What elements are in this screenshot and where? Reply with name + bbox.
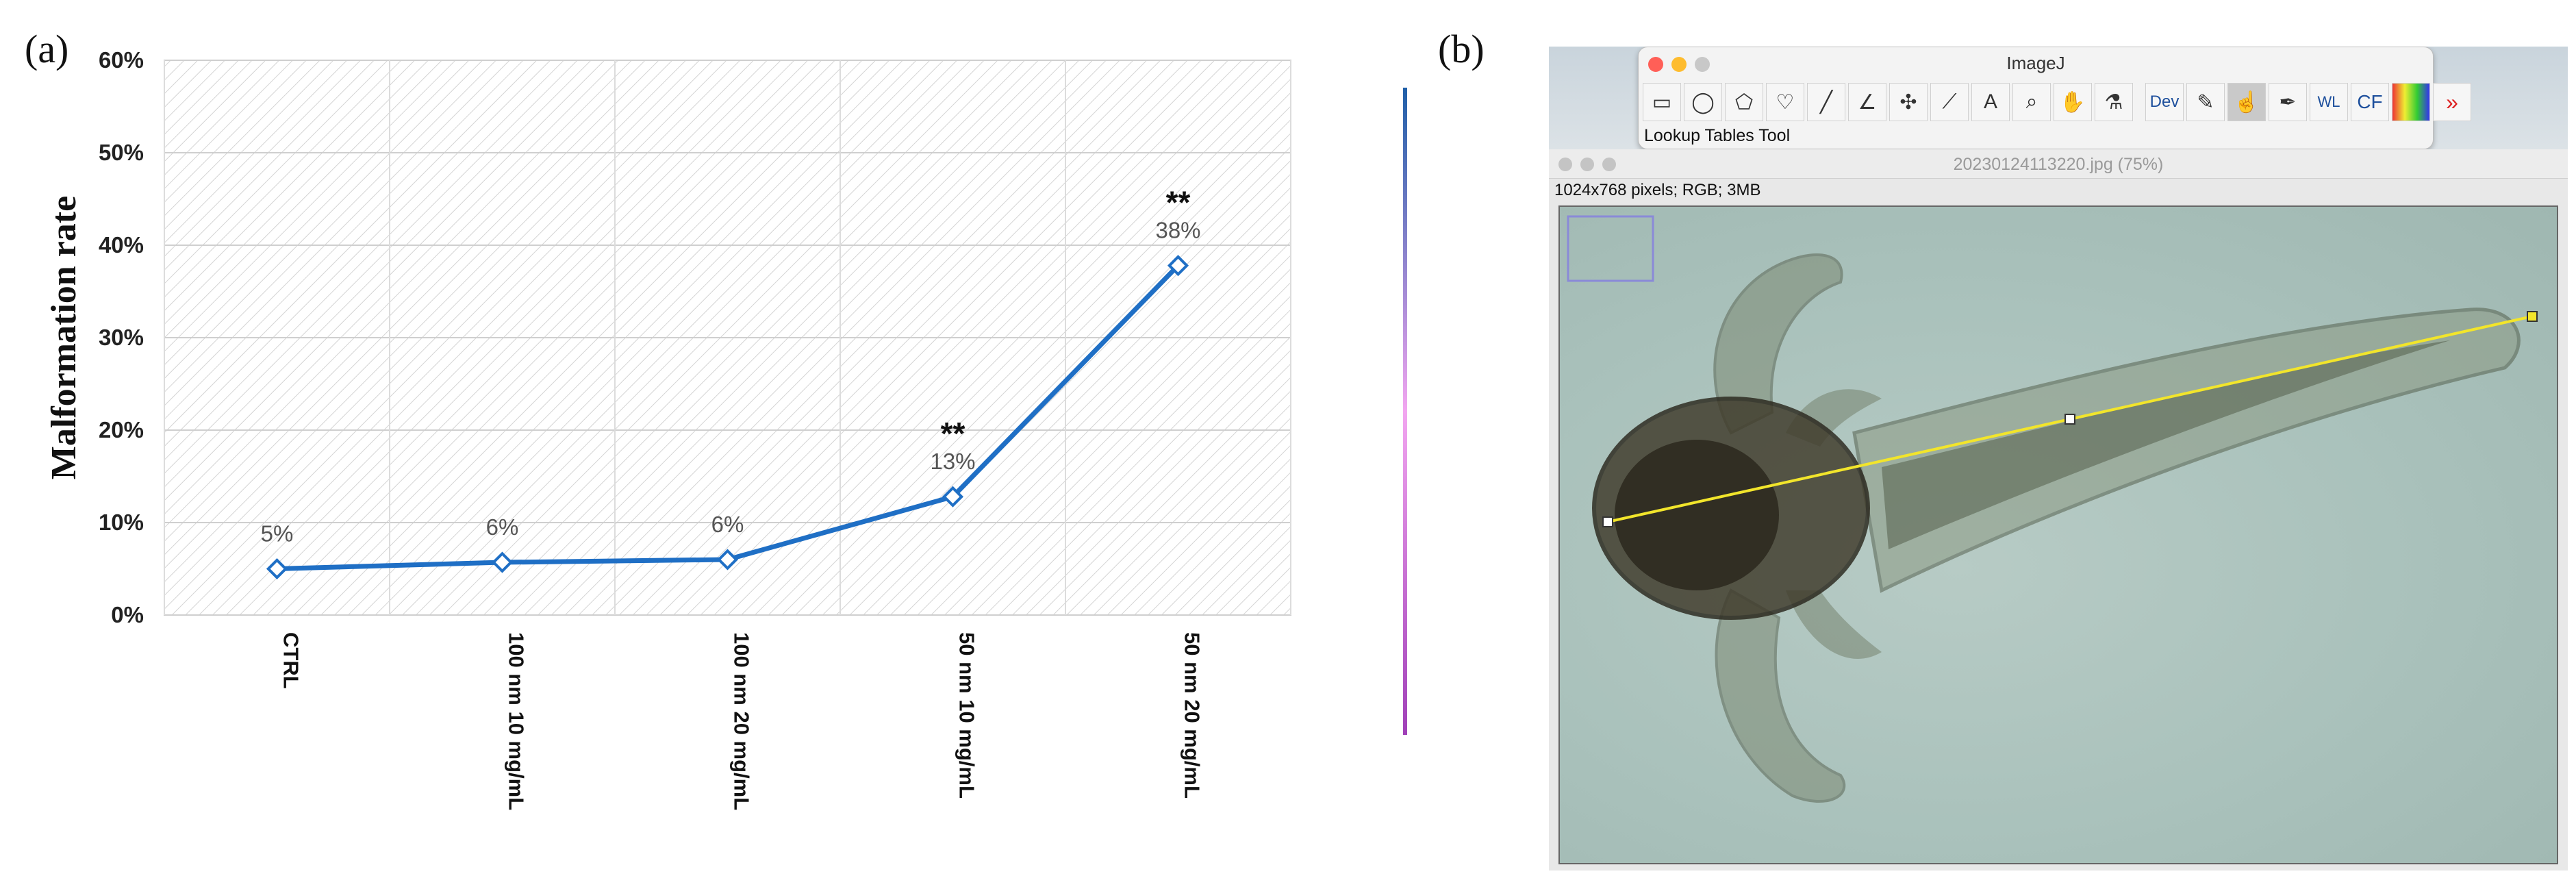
head-shadow xyxy=(1615,440,1779,590)
significance-marker: ** xyxy=(1166,185,1191,221)
x-tick-label: 100 nm 20 mg/mL xyxy=(730,632,754,810)
pencil-tool-icon[interactable]: ✒ xyxy=(2269,83,2307,121)
imagej-screenshot: ImageJ ▭ ◯ ⬠ ♡ ╱ ∠ ✣ ⟋ A ⌕ ✋ ⚗ Dev ✎ ☝ ✒… xyxy=(1549,47,2568,871)
x-tick-label: CTRL xyxy=(279,632,303,689)
line-tool-icon[interactable]: ╱ xyxy=(1807,83,1845,121)
minimize-window-button[interactable] xyxy=(1671,57,1687,72)
oval-tool-icon[interactable]: ◯ xyxy=(1684,83,1722,121)
image-title: 20230124113220.jpg (75%) xyxy=(1953,155,2164,174)
image-minimize-button[interactable] xyxy=(1580,158,1594,171)
lut-tool-icon[interactable]: ☝ xyxy=(2227,83,2266,121)
brush-tool-icon[interactable]: ✎ xyxy=(2186,83,2225,121)
significance-marker: ** xyxy=(941,416,965,451)
x-tick-label: 100 nm 10 mg/mL xyxy=(505,632,529,810)
angle-tool-icon[interactable]: ∠ xyxy=(1848,83,1886,121)
data-point xyxy=(716,549,739,571)
y-tick-label: 0% xyxy=(111,602,144,627)
image-zoom-button[interactable] xyxy=(1602,158,1616,171)
hand-tool-icon[interactable]: ✋ xyxy=(2054,83,2092,121)
wand-tool-icon[interactable]: ⟋ xyxy=(1930,83,1969,121)
zoom-window-button[interactable] xyxy=(1695,57,1710,72)
navigator-box xyxy=(1567,215,1654,282)
zoom-tool-icon[interactable]: ⌕ xyxy=(2012,83,2051,121)
data-label: 6% xyxy=(486,514,519,540)
tail-core xyxy=(1882,340,2450,549)
text-tool-icon[interactable]: A xyxy=(1971,83,2010,121)
malformation-chart: 0% 10% 20% 30% 40% 50% 60% CTRL 100 nm 10 mg/mL… xyxy=(45,47,1407,810)
rectangle-tool-icon[interactable]: ▭ xyxy=(1643,83,1681,121)
color-picker-tool-icon[interactable] xyxy=(2392,83,2430,121)
line-handle-mid[interactable] xyxy=(2064,414,2075,425)
x-tick-label: 50 nm 20 mg/mL xyxy=(1180,632,1204,799)
y-tick-label: 50% xyxy=(99,140,144,165)
close-window-button[interactable] xyxy=(1648,57,1663,72)
wl-tool[interactable]: WL xyxy=(2310,83,2348,121)
data-label: 13% xyxy=(930,449,975,474)
data-point xyxy=(942,486,964,508)
imagej-toolbar-window: ImageJ ▭ ◯ ⬠ ♡ ╱ ∠ ✣ ⟋ A ⌕ ✋ ⚗ Dev ✎ ☝ ✒… xyxy=(1638,47,2471,149)
larva-image xyxy=(1567,215,2538,803)
data-point xyxy=(1167,255,1189,277)
upper-appendage xyxy=(1713,253,1843,435)
data-label: 38% xyxy=(1155,218,1200,243)
x-tick-label: 50 nm 10 mg/mL xyxy=(955,632,979,799)
more-tools-icon[interactable]: » xyxy=(2433,83,2471,121)
color-bar xyxy=(1403,88,1407,735)
image-close-button[interactable] xyxy=(1558,158,1572,171)
polygon-tool-icon[interactable]: ⬠ xyxy=(1725,83,1763,121)
toolbar-title: ImageJ xyxy=(2006,53,2065,73)
freehand-tool-icon[interactable]: ♡ xyxy=(1766,83,1804,121)
dev-tool[interactable]: Dev xyxy=(2145,83,2184,121)
y-tick-label: 20% xyxy=(99,417,144,442)
y-tick-label: 10% xyxy=(99,510,144,535)
y-axis-label: Malformation rate xyxy=(45,196,84,479)
data-point xyxy=(491,551,514,573)
data-label: 6% xyxy=(711,512,744,537)
cf-tool[interactable]: CF xyxy=(2351,83,2389,121)
y-tick-label: 40% xyxy=(99,232,144,258)
lower-appendage xyxy=(1715,588,1846,803)
panel-label-a: (a) xyxy=(25,27,69,71)
data-label: 5% xyxy=(261,521,294,547)
panel-label-b: (b) xyxy=(1438,27,1485,71)
larva-micrograph xyxy=(1558,205,2558,864)
data-point xyxy=(266,558,288,580)
line-handle-start[interactable] xyxy=(1602,516,1613,527)
dropper-tool-icon[interactable]: ⚗ xyxy=(2095,83,2133,121)
larva-tail xyxy=(1852,308,2521,593)
small-appendage-bottom xyxy=(1786,590,1882,659)
line-handle-end[interactable] xyxy=(2527,311,2538,322)
multipoint-tool-icon[interactable]: ✣ xyxy=(1889,83,1928,121)
toolbar-status: Lookup Tables Tool xyxy=(1644,126,1791,145)
y-tick-label: 60% xyxy=(99,47,144,73)
y-tick-label: 30% xyxy=(99,325,144,350)
image-window-titlebar: 20230124113220.jpg (75%) xyxy=(1549,149,2568,179)
tool-row: ▭ ◯ ⬠ ♡ ╱ ∠ ✣ ⟋ A ⌕ ✋ ⚗ Dev ✎ ☝ ✒ WL CF … xyxy=(1643,83,2471,124)
image-info: 1024x768 pixels; RGB; 3MB xyxy=(1554,181,1761,199)
